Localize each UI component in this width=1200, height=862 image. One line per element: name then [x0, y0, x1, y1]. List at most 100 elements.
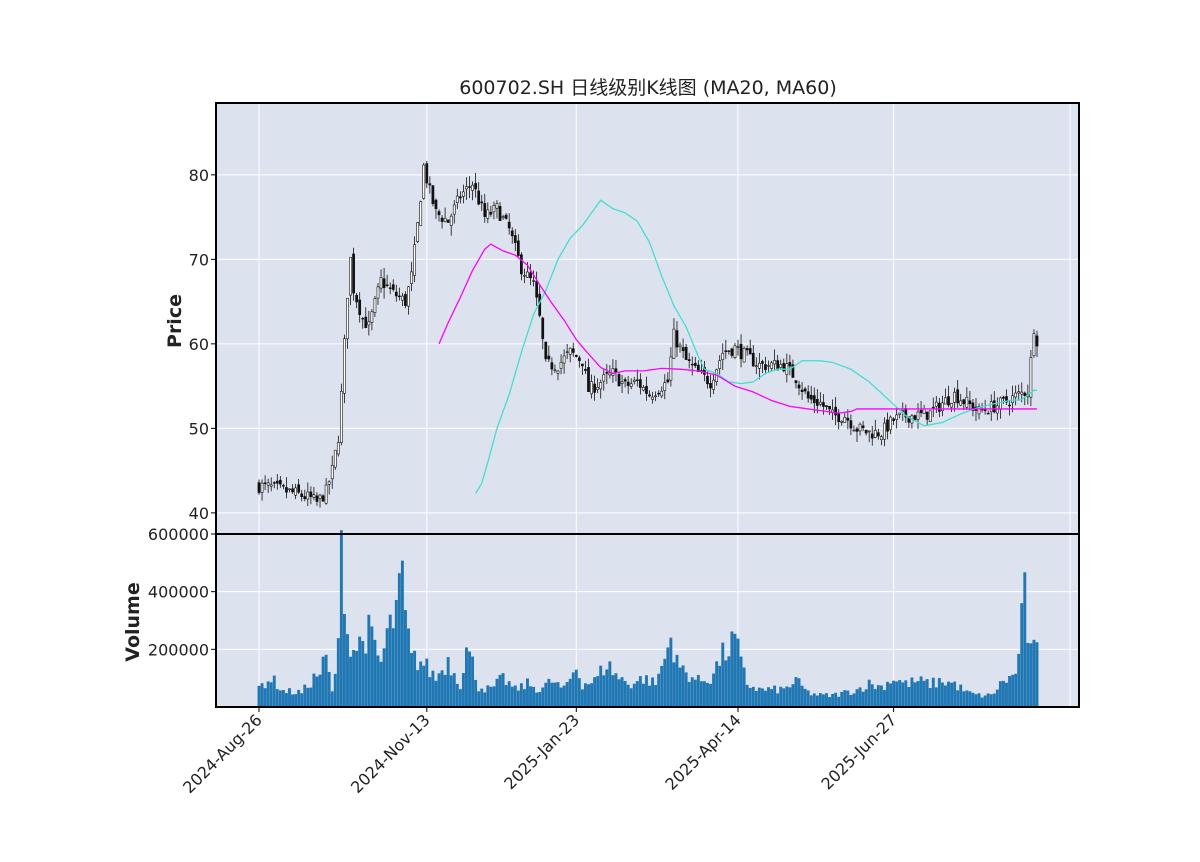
- volume-bar: [962, 691, 966, 707]
- candle-body: [605, 372, 609, 374]
- candle-body: [523, 275, 526, 277]
- volume-bar: [675, 654, 679, 707]
- volume-bar: [611, 675, 615, 707]
- volume-bar: [440, 670, 444, 707]
- candle-body: [275, 480, 279, 484]
- volume-bar: [361, 641, 365, 707]
- candle-body: [864, 429, 868, 434]
- candle-body: [709, 383, 712, 389]
- candle-body: [370, 311, 374, 323]
- volume-bar: [620, 677, 624, 707]
- volume-bar: [684, 672, 688, 707]
- candle-body: [886, 419, 889, 432]
- candle-body: [385, 284, 389, 286]
- volume-bar: [876, 685, 880, 707]
- volume-bar: [1008, 676, 1011, 707]
- volume-bar: [465, 647, 468, 707]
- volume-bar: [931, 677, 935, 707]
- volume-bar: [736, 638, 740, 707]
- candle-body: [724, 350, 728, 353]
- candle-body: [553, 369, 557, 371]
- volume-bar: [449, 675, 453, 707]
- candle-body: [257, 482, 261, 493]
- candle-body: [404, 294, 407, 306]
- candle-body: [803, 388, 807, 392]
- candle-body: [767, 365, 770, 367]
- volume-bar: [297, 689, 301, 707]
- volume-bar: [745, 684, 749, 707]
- volume-bar: [443, 674, 447, 707]
- candle-body: [712, 379, 715, 390]
- volume-bar: [419, 661, 423, 707]
- volume-bar: [992, 693, 996, 707]
- volume-bar: [922, 680, 926, 707]
- candle-body: [312, 494, 316, 498]
- volume-bar: [291, 694, 295, 707]
- volume-bar: [645, 675, 648, 707]
- volume-bar: [980, 697, 984, 707]
- volume-bar: [1026, 642, 1030, 707]
- candle-body: [651, 396, 654, 400]
- volume-bar: [861, 691, 865, 707]
- candle-body: [333, 449, 337, 468]
- volume-bar: [721, 642, 725, 707]
- volume-bar: [269, 682, 273, 707]
- volume-bar: [516, 690, 520, 707]
- candle-body: [361, 317, 365, 320]
- volume-bar: [727, 656, 731, 707]
- volume-bar: [928, 688, 932, 707]
- volume-bar: [437, 673, 441, 707]
- volume-bar: [791, 684, 795, 707]
- volume-bar: [397, 573, 401, 707]
- candle-body: [300, 493, 304, 498]
- price-tick-label: 60: [189, 335, 209, 354]
- volume-bar: [651, 677, 655, 707]
- candle-body: [687, 359, 691, 362]
- volume-bar: [608, 661, 612, 707]
- volume-bar: [1029, 643, 1033, 707]
- candle-body: [953, 391, 956, 403]
- volume-bar: [892, 680, 896, 707]
- candle-body: [852, 429, 856, 432]
- volume-bar: [410, 653, 413, 707]
- candle-body: [770, 362, 773, 369]
- candle-body: [797, 384, 801, 389]
- volume-bar: [760, 688, 764, 707]
- candle-body: [513, 235, 517, 243]
- volume-bar: [663, 658, 667, 707]
- volume-bar: [461, 673, 465, 707]
- volume-bar: [556, 682, 560, 707]
- volume-bar: [687, 681, 691, 707]
- candle-body: [373, 298, 377, 313]
- candle-body: [336, 442, 340, 455]
- volume-bar: [913, 682, 917, 707]
- volume-bar: [986, 693, 990, 707]
- volume-bar: [294, 694, 298, 707]
- volume-bar: [660, 665, 664, 707]
- candle-body: [681, 347, 685, 351]
- volume-bar: [400, 560, 404, 707]
- volume-bar: [715, 661, 719, 707]
- volume-bar: [315, 676, 319, 707]
- candle-body: [986, 412, 990, 415]
- volume-bar: [587, 684, 590, 707]
- candle-body: [999, 397, 1002, 410]
- volume-bar: [300, 693, 304, 707]
- candle-body: [1032, 333, 1036, 357]
- volume-bar: [849, 694, 853, 707]
- candle-body: [587, 367, 590, 392]
- candle-body: [947, 396, 950, 406]
- volume-bar: [367, 614, 371, 707]
- volume-bars: [257, 530, 1039, 707]
- price-tick-label: 80: [189, 166, 209, 185]
- candle-body: [855, 428, 859, 432]
- candle-body: [861, 425, 865, 429]
- volume-bar: [937, 678, 941, 707]
- candle-body: [629, 383, 633, 387]
- volume-bar: [916, 681, 920, 707]
- candle-body: [480, 201, 484, 204]
- candle-body: [828, 405, 831, 410]
- volume-bar: [394, 600, 398, 707]
- volume-bar: [349, 656, 352, 707]
- volume-bar: [965, 690, 969, 707]
